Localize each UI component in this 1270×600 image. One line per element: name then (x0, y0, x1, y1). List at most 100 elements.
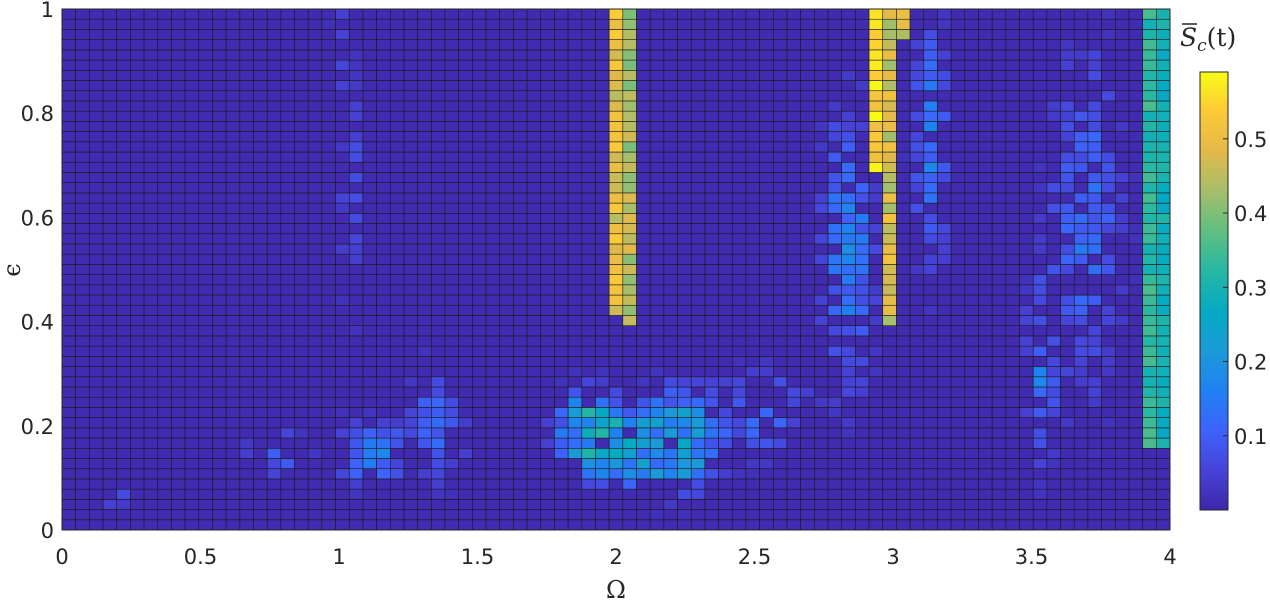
heatmap-cell (1019, 161, 1034, 173)
heatmap-cell (1073, 69, 1089, 81)
heatmap-cell (581, 192, 596, 204)
heatmap-cell (499, 90, 514, 102)
heatmap-cell (280, 8, 295, 20)
heatmap-cell (950, 264, 966, 275)
heatmap-cell (663, 253, 678, 265)
heatmap-cell (896, 131, 911, 143)
heatmap-cell (61, 131, 76, 143)
heatmap-cell (581, 356, 596, 367)
heatmap-cell (896, 274, 911, 286)
heatmap-cell (540, 284, 555, 296)
heatmap-cell (294, 417, 309, 429)
heatmap-cell (376, 100, 391, 112)
heatmap-cell (868, 192, 884, 204)
heatmap-cell (307, 172, 323, 183)
heatmap-cell (595, 69, 610, 81)
heatmap-cell (102, 427, 118, 439)
heatmap-cell (1087, 458, 1102, 470)
heatmap-cell (198, 243, 213, 255)
heatmap-cell (253, 509, 268, 521)
heatmap-cell (513, 325, 528, 337)
heatmap-cell (581, 29, 596, 40)
heatmap-cell (184, 223, 200, 235)
heatmap-cell (1032, 447, 1048, 459)
heatmap-cell (1046, 39, 1061, 51)
heatmap-cell (376, 141, 391, 153)
heatmap-cell (212, 192, 227, 204)
heatmap-cell (102, 110, 118, 122)
heatmap-cell (786, 110, 801, 122)
heatmap-cell (978, 468, 993, 480)
heatmap-cell (540, 141, 555, 153)
heatmap-cell (403, 80, 418, 92)
heatmap-cell (622, 110, 637, 122)
heatmap-cell (841, 315, 856, 326)
heatmap-cell (116, 202, 131, 214)
heatmap-cell (75, 49, 90, 61)
heatmap-cell (171, 264, 186, 275)
heatmap-cell (636, 243, 651, 255)
heatmap-cell (294, 427, 309, 439)
heatmap-cell (622, 427, 637, 439)
heatmap-cell (526, 90, 542, 102)
heatmap-cell (321, 499, 336, 510)
heatmap-cell (444, 49, 459, 61)
heatmap-cell (307, 335, 323, 347)
heatmap-cell (937, 376, 952, 388)
heatmap-cell (554, 376, 569, 388)
heatmap-cell (431, 192, 446, 204)
heatmap-cell (978, 243, 993, 255)
heatmap-cell (814, 315, 829, 326)
heatmap-cell (690, 356, 706, 367)
heatmap-cell (130, 172, 145, 183)
heatmap-cell (1142, 253, 1157, 265)
heatmap-cell (827, 100, 843, 112)
heatmap-cell (102, 90, 118, 102)
heatmap-cell (130, 304, 145, 316)
heatmap-cell (198, 376, 213, 388)
heatmap-cell (1101, 161, 1116, 173)
heatmap-cell (937, 437, 952, 449)
heatmap-cell (608, 59, 624, 71)
heatmap-cell (1060, 427, 1075, 439)
heatmap-cell (239, 284, 254, 296)
heatmap-cell (567, 233, 583, 245)
heatmap-cell (335, 100, 350, 112)
heatmap-cell (950, 29, 966, 40)
heatmap-cell (896, 315, 911, 326)
heatmap-cell (608, 69, 624, 81)
heatmap-cell (909, 29, 925, 40)
heatmap-cell (1114, 223, 1130, 235)
heatmap-cell (472, 49, 487, 61)
heatmap-cell (102, 468, 118, 480)
heatmap-cell (608, 386, 624, 398)
heatmap-cell (608, 264, 624, 275)
heatmap-cell (444, 213, 459, 224)
heatmap-cell (786, 80, 801, 92)
heatmap-cell (130, 243, 145, 255)
heatmap-cell (335, 488, 350, 500)
heatmap-cell (1073, 284, 1089, 296)
heatmap-cell (458, 458, 473, 470)
heatmap-cell (581, 376, 596, 388)
heatmap-cell (663, 386, 678, 398)
heatmap-cell (595, 376, 610, 388)
heatmap-cell (157, 325, 172, 337)
heatmap-cell (1101, 499, 1116, 510)
heatmap-cell (855, 223, 870, 235)
heatmap-cell (814, 345, 829, 357)
heatmap-cell (1128, 366, 1143, 378)
heatmap-cell (649, 182, 665, 194)
heatmap-cell (677, 335, 692, 347)
heatmap-cell (89, 233, 104, 245)
heatmap-cell (896, 396, 911, 408)
heatmap-cell (526, 110, 542, 122)
heatmap-cell (964, 39, 979, 51)
heatmap-cell (868, 325, 884, 337)
heatmap-cell (266, 182, 282, 194)
heatmap-cell (1087, 121, 1102, 132)
heatmap-cell (595, 294, 610, 306)
heatmap-cell (759, 437, 774, 449)
heatmap-cell (909, 69, 925, 81)
heatmap-cell (294, 499, 309, 510)
